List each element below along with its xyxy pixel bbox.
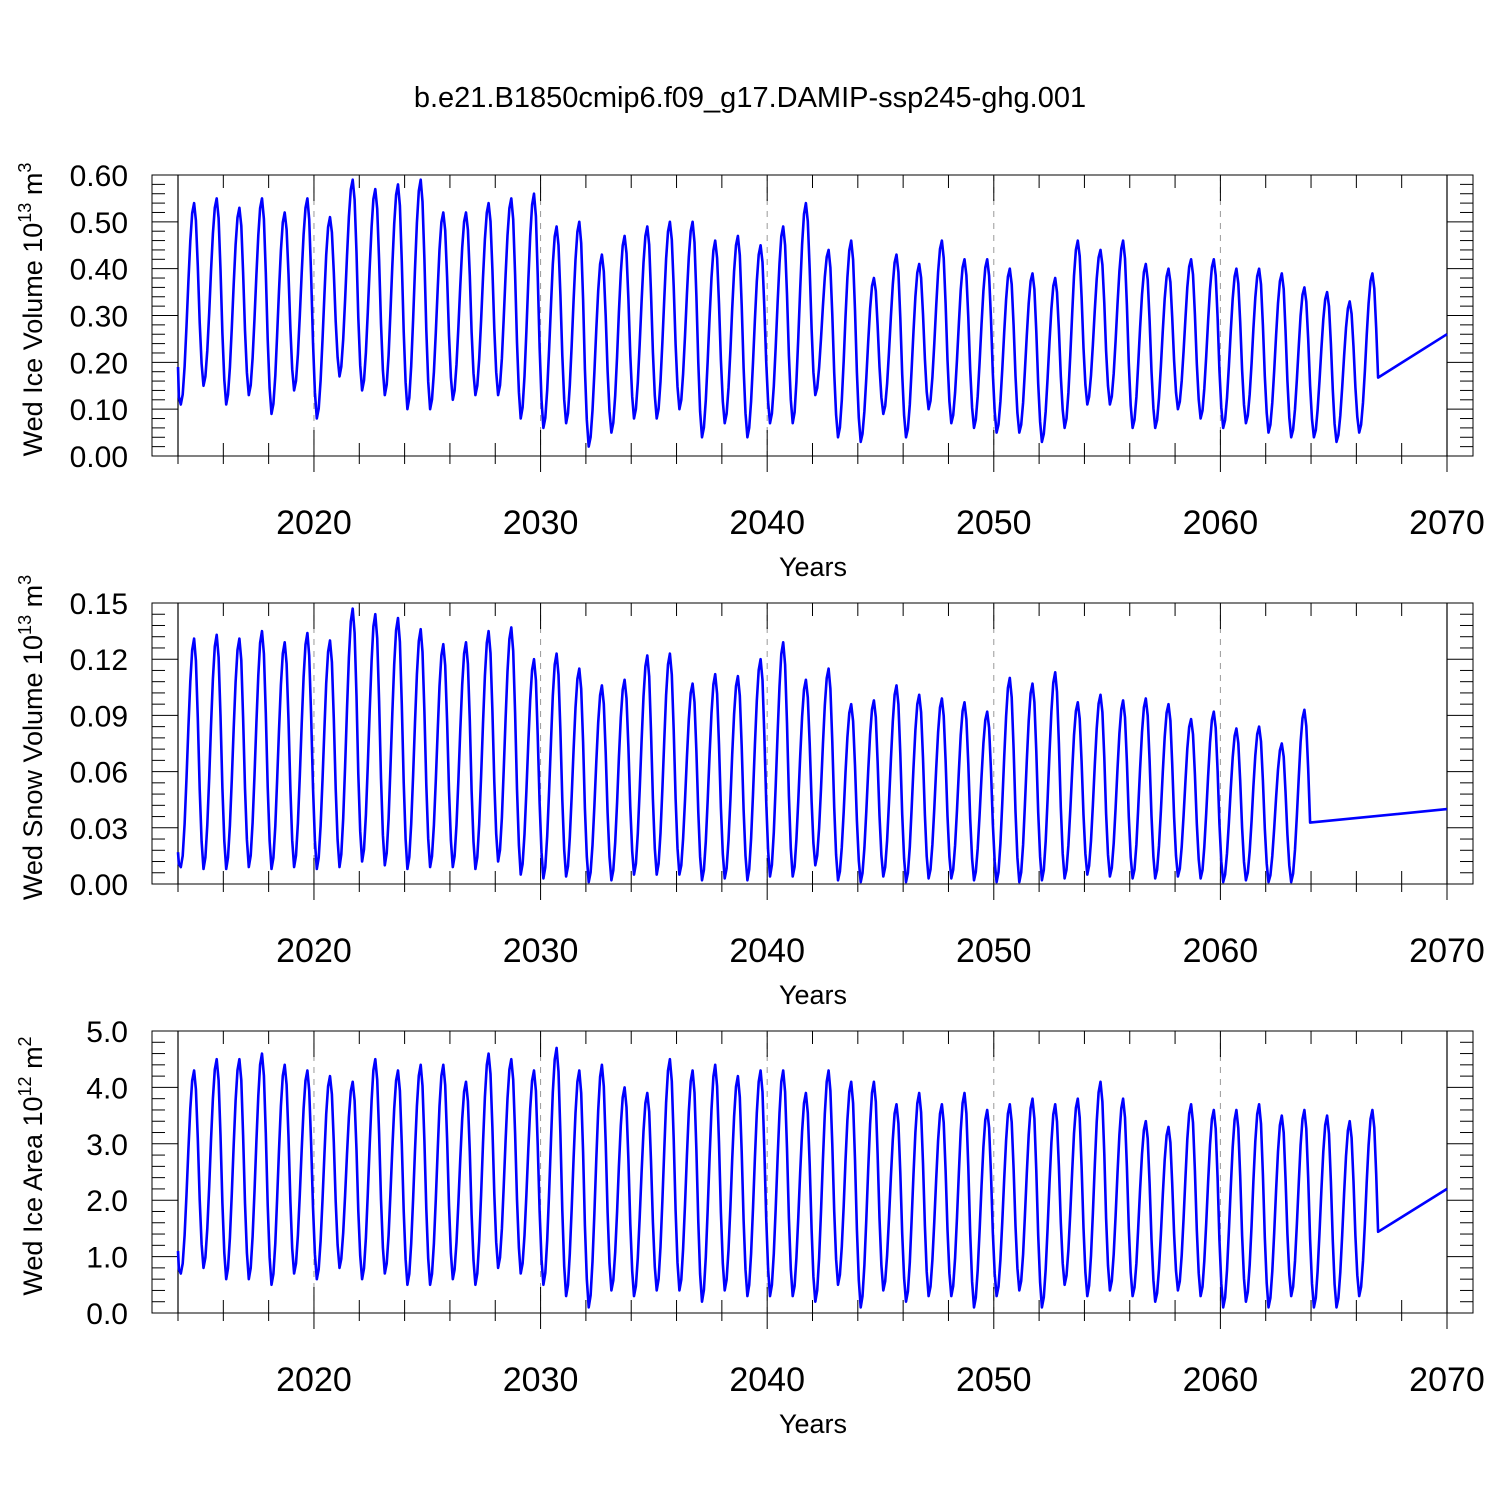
x-tick-label: 2060: [1183, 504, 1259, 542]
y-axis-label: Wed Snow Volume 1013 m3: [15, 575, 48, 900]
y-tick-label: 0.30: [70, 301, 128, 334]
x-tick-label: 2070: [1409, 1361, 1485, 1399]
x-tick-label: 2030: [503, 504, 579, 542]
y-axis-label-unit: m: [18, 173, 48, 203]
x-tick-label: 2020: [276, 932, 352, 970]
x-tick-label: 2060: [1183, 1361, 1259, 1399]
x-tick-label: 2050: [956, 504, 1032, 542]
y-axis-label-main: Wed Ice Area 10: [18, 1096, 48, 1295]
y-tick-label: 0.20: [70, 347, 128, 380]
y-axis-label: Wed Ice Area 1012 m2: [15, 1036, 48, 1295]
y-tick-label: 3.0: [86, 1129, 128, 1162]
x-axis-label: Years: [779, 980, 847, 1010]
x-tick-label: 2020: [276, 1361, 352, 1399]
y-axis-label-unit-exponent: 2: [15, 1036, 35, 1046]
chart-title: b.e21.B1850cmip6.f09_g17.DAMIP-ssp245-gh…: [413, 82, 1087, 114]
panel-ice-area: 0.0 1.0 2.0 3.0 4.0 5.0 2020 2030 2040 2050 2060 20…: [15, 1016, 1485, 1439]
y-tick-label: 4.0: [86, 1072, 128, 1105]
y-tick-label: 0.03: [70, 813, 128, 846]
y-axis-label: Wed Ice Volume 1013 m3: [15, 163, 48, 457]
y-axis-label-exponent: 13: [15, 615, 35, 635]
x-tick-label: 2070: [1409, 504, 1485, 542]
y-tick-label: 5.0: [86, 1016, 128, 1049]
x-tick-label: 2040: [729, 504, 805, 542]
series-line-ice-volume: [176, 178, 1448, 448]
y-tick-label: 0.50: [70, 207, 128, 240]
y-tick-label: 0.10: [70, 394, 128, 427]
y-axis-label-unit: m: [18, 585, 48, 615]
series-line-ice-area: [176, 1046, 1448, 1309]
y-tick-label: 0.00: [70, 869, 128, 902]
x-tick-label: 2030: [503, 1361, 579, 1399]
series-line-snow-volume: [176, 607, 1448, 884]
y-axis-label-exponent: 13: [15, 203, 35, 223]
x-tick-label: 2070: [1409, 932, 1485, 970]
x-tick-label: 2040: [729, 932, 805, 970]
y-tick-label: 2.0: [86, 1185, 128, 1218]
y-tick-label: 1.0: [86, 1242, 128, 1275]
y-tick-label: 0.40: [70, 254, 128, 287]
x-tick-label: 2020: [276, 504, 352, 542]
x-tick-label: 2040: [729, 1361, 805, 1399]
panel-snow-volume: 0.00 0.03 0.06 0.09 0.12 0.15 2020 2030 2040 2050…: [15, 575, 1485, 1010]
y-axis-label-exponent: 12: [15, 1076, 35, 1096]
y-axis-label-main: Wed Snow Volume 10: [18, 635, 48, 900]
y-tick-label: 0.60: [70, 160, 128, 193]
x-tick-label: 2060: [1183, 932, 1259, 970]
x-axis-label: Years: [779, 1409, 847, 1439]
y-tick-label: 0.09: [70, 700, 128, 733]
y-axis-label-unit-exponent: 3: [15, 575, 35, 585]
x-axis-label: Years: [779, 552, 847, 582]
y-axis-label-main: Wed Ice Volume 10: [18, 223, 48, 457]
x-tick-label: 2030: [503, 932, 579, 970]
y-tick-label: 0.00: [70, 441, 128, 474]
panel-ice-volume: 0.00 0.10 0.20 0.30 0.40 0.50 0.60 2020 2030 2040…: [15, 160, 1485, 582]
y-axis-label-unit: m: [18, 1046, 48, 1076]
y-tick-label: 0.06: [70, 757, 128, 790]
x-tick-label: 2050: [956, 1361, 1032, 1399]
y-tick-label: 0.15: [70, 588, 128, 621]
y-tick-label: 0.12: [70, 644, 128, 677]
y-axis-label-unit-exponent: 3: [15, 163, 35, 173]
y-tick-label: 0.0: [86, 1298, 128, 1331]
x-tick-label: 2050: [956, 932, 1032, 970]
